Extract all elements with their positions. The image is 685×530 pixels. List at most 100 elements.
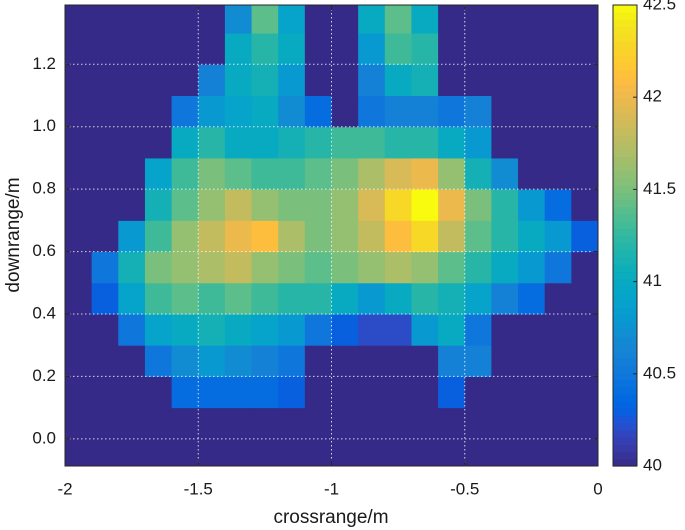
colorbar-band: [613, 393, 637, 402]
heatmap-cell: [198, 438, 226, 466]
heatmap-cell: [224, 376, 253, 409]
heatmap-cell: [384, 407, 412, 440]
heatmap-cell: [358, 220, 386, 253]
heatmap-cell: [411, 345, 439, 377]
axes: -2 -1.5 -1 -0.5 0 0.0 0.2 0.4 0.6 0.8 1.0 1.2 40 40.5…: [32, 0, 676, 498]
heatmap-cell: [438, 251, 466, 284]
x-tick-label: -2: [57, 479, 72, 498]
colorbar-band: [613, 401, 637, 409]
colorbar-band: [613, 300, 637, 309]
heatmap-cell: [251, 126, 279, 159]
heatmap-cell: [224, 33, 253, 65]
colorbar-tick-label: 41: [643, 271, 662, 290]
heatmap-cell: [491, 438, 519, 466]
heatmap-cell: [411, 407, 439, 440]
colorbar-band: [613, 105, 637, 114]
heatmap-cell: [91, 345, 119, 377]
heatmap-cell: [491, 313, 519, 346]
heatmap-cell: [144, 345, 173, 377]
heatmap-cell: [518, 251, 546, 284]
heatmap-cell: [251, 220, 279, 253]
colorbar-band: [613, 257, 637, 265]
colorbar-band: [613, 120, 637, 129]
colorbar-band: [613, 271, 637, 280]
heatmap-cell: [544, 64, 572, 97]
colorbar-band: [613, 113, 637, 121]
heatmap-cell: [91, 126, 119, 159]
heatmap-cell: [278, 126, 306, 159]
heatmap-cell: [118, 220, 146, 253]
heatmap-cell: [65, 438, 93, 466]
heatmap-cell: [251, 189, 279, 221]
heatmap-cell: [251, 438, 279, 466]
colorbar-tick-label: 42: [643, 87, 662, 106]
heatmap-cell: [91, 407, 119, 440]
y-tick-label: 0.6: [32, 241, 56, 260]
heatmap-cell: [65, 251, 93, 284]
heatmap-cell: [384, 95, 412, 128]
heatmap-cell: [491, 345, 519, 377]
heatmap-cell: [118, 5, 146, 34]
heatmap-cell: [118, 33, 146, 65]
heatmap-cell: [491, 5, 519, 34]
colorbar-band: [613, 26, 637, 35]
heatmap-cell: [118, 345, 146, 377]
colorbar-band: [613, 437, 637, 445]
heatmap-cell: [544, 95, 572, 128]
colorbar-band: [613, 192, 637, 201]
heatmap-cell: [144, 282, 173, 315]
colorbar-band: [613, 451, 637, 460]
colorbar-band: [613, 185, 637, 193]
heatmap-cell: [251, 407, 279, 440]
heatmap-cell: [65, 33, 93, 65]
heatmap-cell: [198, 33, 226, 65]
heatmap-cell: [224, 189, 253, 221]
heatmap-cell: [384, 126, 412, 159]
heatmap-cell: [438, 438, 466, 466]
heatmap-cell: [411, 376, 439, 409]
heatmap-cell: [438, 282, 466, 315]
heatmap-cell: [358, 5, 386, 34]
heatmap-cell: [198, 220, 226, 253]
heatmap-cell: [464, 313, 492, 346]
heatmap-cell: [518, 376, 546, 409]
colorbar-band: [613, 343, 637, 352]
heatmap-cell: [251, 5, 279, 34]
heatmap-cell: [278, 64, 306, 97]
heatmap-cell: [118, 376, 146, 409]
heatmap-cell: [224, 5, 253, 34]
heatmap-cell: [278, 157, 306, 190]
heatmap-cell: [304, 95, 332, 128]
heatmap-cell: [518, 313, 546, 346]
y-axis-title: downrange/m: [3, 177, 24, 292]
heatmap-cell: [198, 345, 226, 377]
colorbar-band: [613, 149, 637, 157]
colorbar-band: [613, 84, 637, 93]
y-tick-label: 0.8: [32, 179, 56, 198]
heatmap-cell: [198, 157, 226, 190]
heatmap-cell: [438, 376, 466, 409]
heatmap-cell: [144, 5, 173, 34]
colorbar-band: [613, 91, 637, 100]
heatmap-cell: [118, 126, 146, 159]
heatmap-cell: [544, 5, 572, 34]
colorbar-band: [613, 285, 637, 294]
heatmap-cell: [464, 64, 492, 97]
heatmap-cell: [118, 251, 146, 284]
heatmap-cell: [358, 157, 386, 190]
colorbar-band: [613, 372, 637, 381]
heatmap-cell: [65, 345, 93, 377]
colorbar-band: [613, 444, 637, 453]
heatmap-cell: [518, 345, 546, 377]
colorbar-frame: [612, 4, 638, 467]
colorbar-band: [613, 379, 637, 388]
heatmap-cell: [251, 251, 279, 284]
heatmap-cell: [544, 407, 572, 440]
heatmap-cell: [544, 282, 572, 315]
heatmap-cell: [411, 313, 439, 346]
heatmap-cell: [358, 345, 386, 377]
colorbar-band: [613, 77, 637, 85]
colorbar-band: [613, 141, 637, 150]
heatmap-cell: [224, 95, 253, 128]
heatmap-cell: [491, 157, 519, 190]
